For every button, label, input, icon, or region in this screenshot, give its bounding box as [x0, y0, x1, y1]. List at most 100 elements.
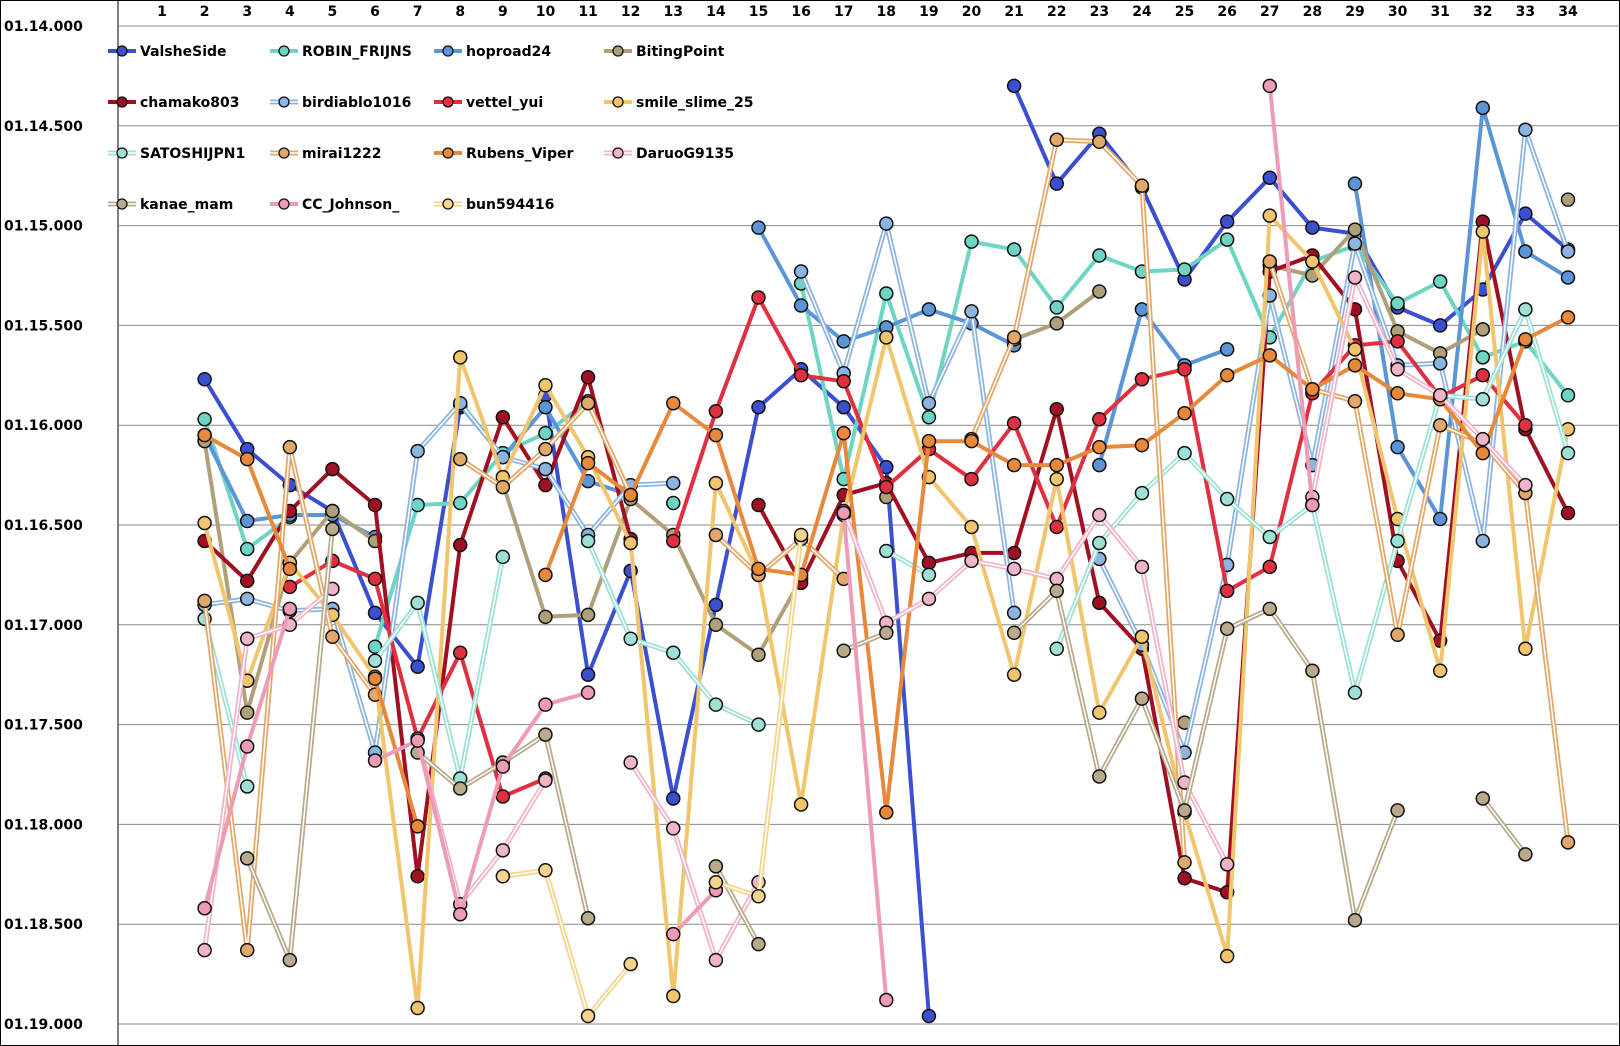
data-point [239, 779, 255, 794]
data-point [367, 497, 383, 513]
y-tick-label: 01.16.000 [4, 418, 83, 434]
series-line-inner [1311, 276, 1526, 498]
data-point [708, 617, 724, 633]
data-point [1390, 386, 1405, 401]
data-point [1560, 270, 1576, 285]
x-tick-label: 20 [962, 4, 982, 20]
data-point [1262, 348, 1278, 363]
legend-item: bun594416 [434, 197, 554, 213]
x-tick-label: 9 [498, 4, 508, 20]
data-point [751, 889, 766, 904]
data-point [1006, 545, 1022, 561]
x-tick-label: 22 [1047, 4, 1066, 20]
legend-marker [116, 147, 128, 159]
data-point [1134, 437, 1150, 453]
data-point [1092, 284, 1107, 299]
data-point [1262, 208, 1278, 223]
data-point [1092, 248, 1107, 263]
legend-item: ValsheSide [108, 44, 227, 60]
data-point [1518, 847, 1533, 862]
data-point [282, 439, 298, 455]
series-line-inner [843, 632, 887, 652]
data-point [197, 942, 212, 958]
data-point [1134, 178, 1150, 193]
data-point [793, 368, 809, 383]
data-point [1177, 405, 1192, 421]
data-point [964, 519, 979, 535]
series-line-inner [715, 865, 760, 945]
data-point [1518, 641, 1533, 657]
data-point [1347, 342, 1363, 357]
data-point [1560, 505, 1576, 521]
data-point [197, 427, 212, 443]
data-point [1262, 529, 1278, 545]
data-point [580, 910, 596, 926]
data-point [282, 561, 298, 577]
data-point [623, 956, 638, 972]
x-tick-label: 21 [1004, 4, 1023, 20]
x-tick-label: 33 [1516, 4, 1535, 20]
legend-label: ValsheSide [140, 44, 227, 60]
data-point [239, 573, 255, 589]
x-tick-label: 8 [455, 4, 465, 20]
data-point [1177, 855, 1192, 870]
legend-label: ROBIN_FRIJNS [302, 44, 412, 60]
legend-item: BitingPoint [604, 44, 725, 60]
data-point [1390, 334, 1405, 349]
data-point [751, 497, 766, 513]
data-point [964, 304, 979, 319]
series-line-inner [885, 550, 930, 576]
y-tick-label: 01.15.500 [4, 318, 83, 334]
data-point [879, 216, 894, 231]
data-point [1432, 356, 1448, 371]
legend-label: BitingPoint [636, 44, 725, 60]
data-point [325, 461, 340, 477]
data-point [580, 685, 596, 700]
series-line-inner [800, 222, 1015, 613]
data-point [1049, 176, 1064, 191]
series-line-inner [842, 510, 1228, 865]
data-point [1006, 561, 1022, 577]
series-CC_Johnson_ [197, 78, 1320, 1008]
series-line [1269, 227, 1484, 356]
x-tick-label: 2 [200, 4, 210, 20]
legend-marker [612, 147, 624, 159]
data-point [1518, 332, 1533, 347]
x-tick-label: 4 [285, 4, 295, 20]
x-tick-label: 15 [749, 4, 768, 20]
data-point [1475, 322, 1491, 337]
data-point [410, 819, 425, 834]
data-point [751, 717, 766, 732]
x-tick-label: 14 [706, 4, 726, 20]
data-point [623, 535, 638, 551]
data-point [410, 443, 425, 459]
data-point [793, 527, 809, 543]
data-point [580, 667, 596, 682]
data-point [1177, 445, 1192, 461]
data-point [836, 334, 851, 349]
data-point [1262, 254, 1278, 269]
legend-item: smile_slime_25 [604, 95, 754, 111]
data-point [921, 591, 937, 607]
data-point [708, 597, 724, 613]
series-line [585, 540, 760, 727]
y-tick-label: 01.17.500 [4, 718, 83, 734]
legend-item: Rubens_Viper [434, 146, 573, 162]
data-point [921, 555, 937, 571]
data-point [197, 900, 212, 916]
data-point [282, 601, 298, 617]
data-point [1560, 388, 1576, 403]
x-tick-label: 31 [1430, 4, 1449, 20]
series-line-inner [502, 869, 632, 1017]
series-line-inner [203, 588, 333, 951]
data-point [1518, 122, 1533, 138]
data-point [1219, 621, 1235, 637]
legend-marker [116, 45, 128, 57]
data-point [836, 399, 851, 415]
data-point [1262, 78, 1278, 94]
data-point [495, 549, 511, 565]
data-point [367, 653, 383, 668]
series-line [671, 888, 718, 936]
data-point [239, 631, 255, 647]
